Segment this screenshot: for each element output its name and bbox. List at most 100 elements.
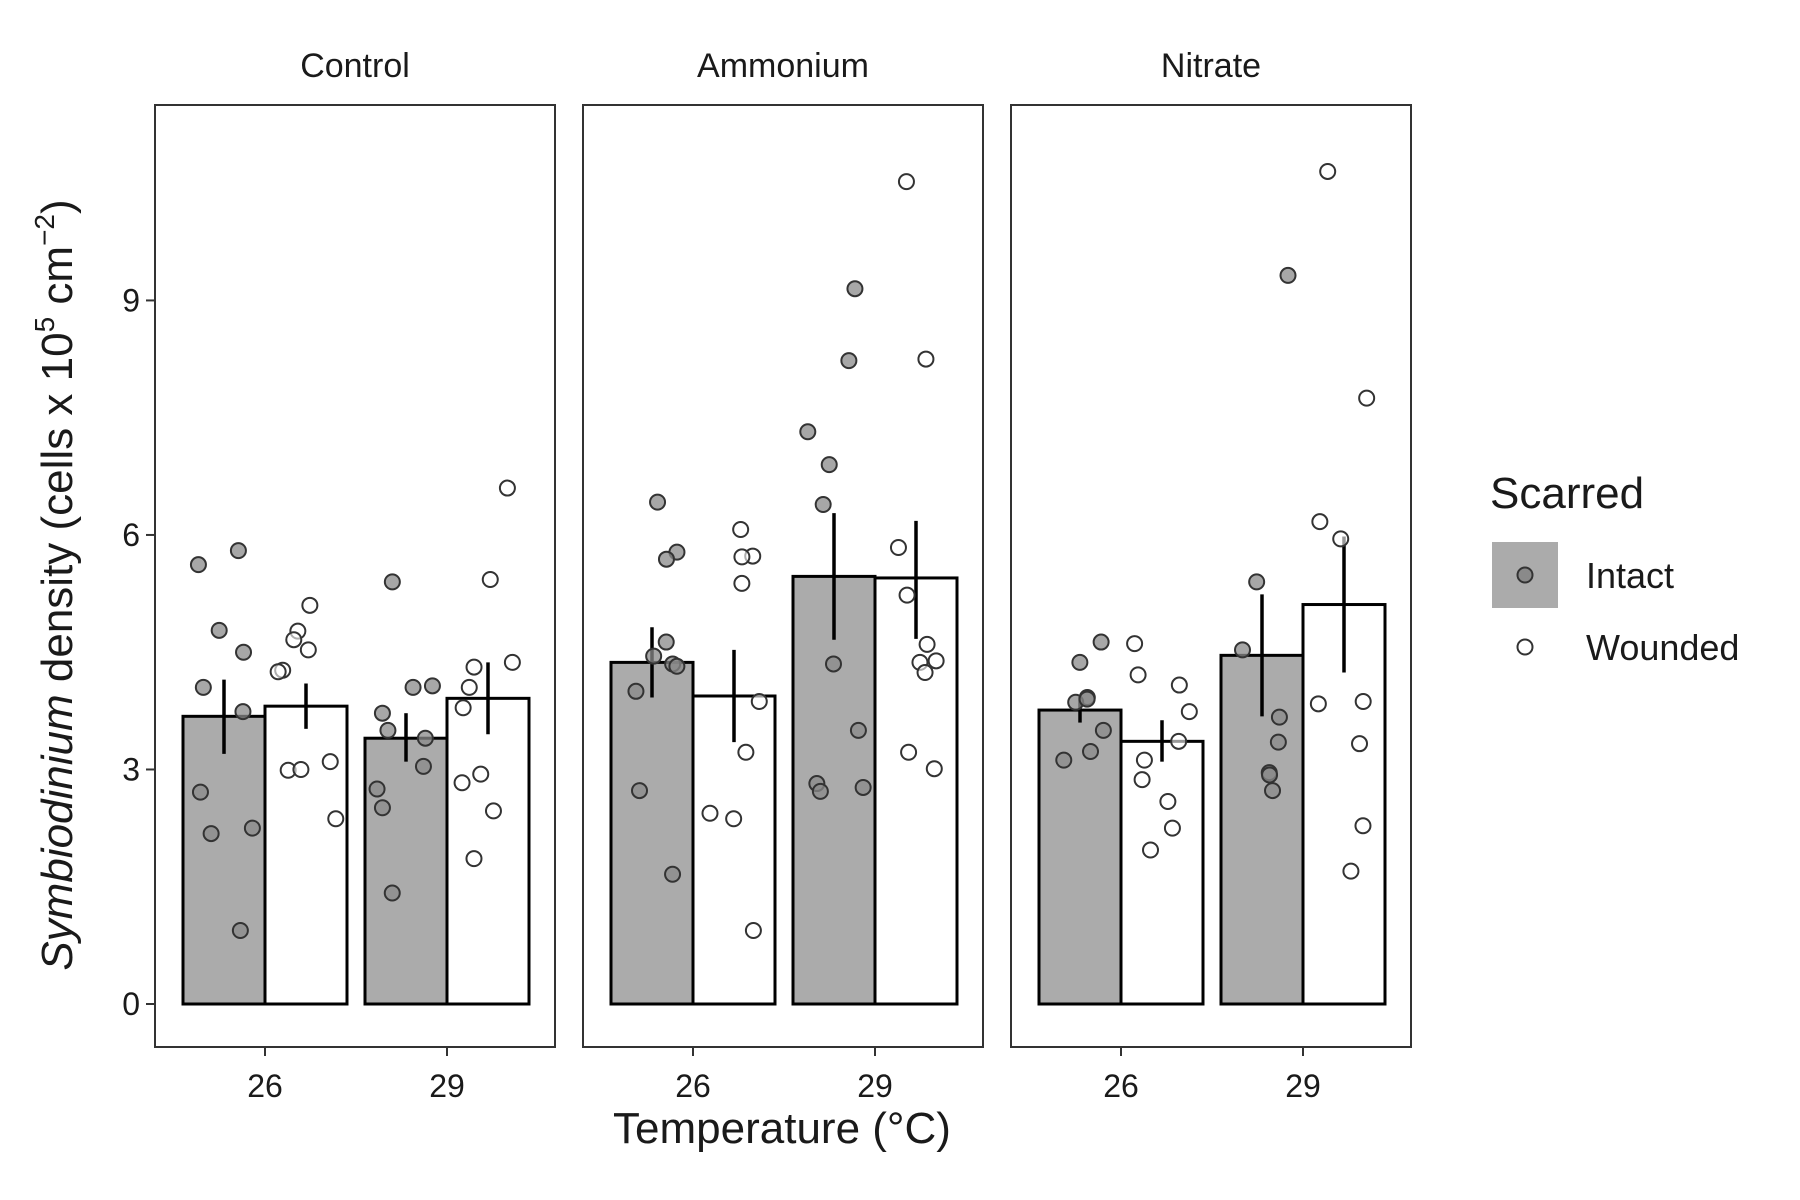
data-point-intact xyxy=(368,780,386,798)
data-point-wounded xyxy=(1142,841,1160,859)
data-point-wounded xyxy=(481,571,499,589)
data-point-wounded xyxy=(927,652,945,670)
y-tick-label: 9 xyxy=(122,282,140,318)
data-point-intact xyxy=(627,682,645,700)
data-point-wounded xyxy=(1332,530,1350,548)
data-point-wounded xyxy=(918,635,936,653)
data-point-intact xyxy=(631,782,649,800)
data-point-wounded xyxy=(460,678,478,696)
legend: Scarred Intact Wounded xyxy=(1490,469,1739,680)
data-point-wounded xyxy=(269,663,287,681)
data-point-wounded xyxy=(1126,635,1144,653)
data-point-intact xyxy=(1270,708,1288,726)
data-point-intact xyxy=(194,678,212,696)
data-point-wounded xyxy=(1135,751,1153,769)
data-point-intact xyxy=(1264,782,1282,800)
bar-wounded xyxy=(445,696,531,1006)
data-point-wounded xyxy=(1351,735,1369,753)
chart-panels: Control Ammonium Nitrate xyxy=(154,47,1412,1048)
data-point-wounded xyxy=(897,173,915,191)
y-tick-label: 6 xyxy=(122,517,140,553)
bar-intact xyxy=(609,660,695,1006)
y-tick-label: 3 xyxy=(122,751,140,787)
data-point-wounded xyxy=(898,586,916,604)
data-point-intact xyxy=(1092,633,1110,651)
data-point-wounded xyxy=(453,774,471,792)
data-point-intact xyxy=(373,799,391,817)
data-point-wounded xyxy=(732,520,750,538)
x-tick-label: 29 xyxy=(857,1068,893,1104)
data-point-wounded xyxy=(750,692,768,710)
data-point-intact xyxy=(1071,653,1089,671)
data-point-intact xyxy=(231,922,249,940)
y-axis-title: Symbiodinium density (cells x 105 cm−2) xyxy=(29,199,82,970)
data-point-intact xyxy=(234,703,252,721)
facet-panel-control: Control xyxy=(154,47,556,1048)
data-point-wounded xyxy=(1129,666,1147,684)
data-point-intact xyxy=(191,783,209,801)
x-axis: 26 29 26 29 26 29 xyxy=(247,1047,1321,1104)
data-point-wounded xyxy=(1163,819,1181,837)
data-point-wounded xyxy=(725,810,743,828)
data-point-intact xyxy=(243,819,261,837)
data-point-wounded xyxy=(498,479,516,497)
y-axis-title-part: cm xyxy=(33,246,82,317)
data-point-wounded xyxy=(744,922,762,940)
data-point-intact xyxy=(649,493,667,511)
data-point-wounded xyxy=(321,753,339,771)
data-point-intact xyxy=(854,778,872,796)
data-point-intact xyxy=(1055,751,1073,769)
data-point-intact xyxy=(383,884,401,902)
data-point-intact xyxy=(1248,573,1266,591)
bar-intact xyxy=(363,736,449,1006)
data-point-wounded xyxy=(733,574,751,592)
data-point-intact xyxy=(668,657,686,675)
data-point-wounded xyxy=(1170,676,1188,694)
x-axis-title: Temperature (°C) xyxy=(613,1104,951,1153)
panel-border xyxy=(154,104,556,1048)
data-point-wounded xyxy=(454,699,472,717)
data-point-wounded xyxy=(701,804,719,822)
data-point-wounded xyxy=(1170,732,1188,750)
x-tick-label: 29 xyxy=(1285,1068,1321,1104)
data-point-wounded xyxy=(301,596,319,614)
data-point-wounded xyxy=(472,765,490,783)
data-point-intact xyxy=(416,729,434,747)
data-point-wounded xyxy=(1180,703,1198,721)
facet-title: Control xyxy=(300,47,410,85)
data-point-wounded xyxy=(925,760,943,778)
legend-point-intact xyxy=(1516,566,1534,584)
data-point-wounded xyxy=(1342,862,1360,880)
data-point-intact xyxy=(799,423,817,441)
data-point-wounded xyxy=(1354,817,1372,835)
data-point-intact xyxy=(414,757,432,775)
data-point-intact xyxy=(373,704,391,722)
data-point-intact xyxy=(820,456,838,474)
data-point-wounded xyxy=(484,802,502,820)
data-point-wounded xyxy=(465,658,483,676)
data-point-intact xyxy=(840,352,858,370)
data-point-intact xyxy=(645,647,663,665)
legend-title: Scarred xyxy=(1490,469,1644,518)
panel-border xyxy=(1010,104,1412,1048)
bar-wounded xyxy=(873,576,959,1006)
facet-panel-ammonium: Ammonium xyxy=(582,47,984,1048)
y-axis: 0 3 6 9 xyxy=(122,282,155,1022)
data-point-wounded xyxy=(292,760,310,778)
data-point-wounded xyxy=(1309,695,1327,713)
data-point-intact xyxy=(1279,266,1297,284)
panel-border xyxy=(582,104,984,1048)
data-point-intact xyxy=(814,495,832,513)
data-point-intact xyxy=(202,825,220,843)
data-point-wounded xyxy=(465,850,483,868)
data-point-wounded xyxy=(1358,389,1376,407)
y-tick-label: 0 xyxy=(122,986,140,1022)
y-axis-title-part: density (cells x 10 xyxy=(33,332,82,694)
data-point-intact xyxy=(1234,641,1252,659)
data-point-wounded xyxy=(916,664,934,682)
data-point-intact xyxy=(383,573,401,591)
bar-wounded xyxy=(263,704,349,1006)
bar-intact xyxy=(1037,708,1123,1006)
facet-title: Nitrate xyxy=(1161,47,1261,85)
